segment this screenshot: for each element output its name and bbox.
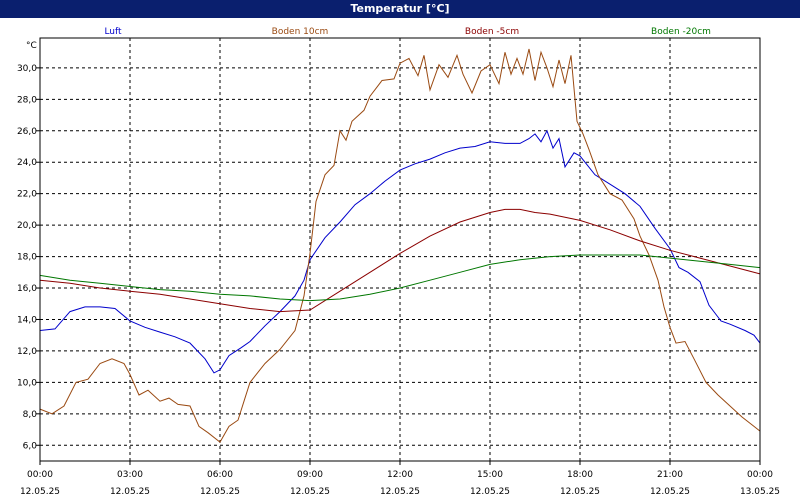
chart-legend: Luft Boden 10cm Boden -5cm Boden -20cm bbox=[104, 27, 711, 37]
y-tick-label: 12,0 bbox=[17, 347, 37, 357]
x-tick-date-label: 12.05.25 bbox=[470, 487, 510, 497]
x-tick-time-label: 09:00 bbox=[297, 470, 323, 480]
x-tick-time-label: 06:00 bbox=[207, 470, 233, 480]
x-tick-date-label: 12.05.25 bbox=[200, 487, 240, 497]
chart-series bbox=[39, 48, 761, 443]
x-tick-time-label: 18:00 bbox=[567, 470, 593, 480]
y-tick-label: 22,0 bbox=[17, 190, 37, 200]
x-tick-time-label: 21:00 bbox=[657, 470, 683, 480]
series-line-boden-20cm bbox=[39, 254, 761, 302]
y-tick-label: 20,0 bbox=[17, 221, 37, 231]
x-axis-ticks: 00:00 12.05.25 03:00 12.05.25 06:00 12.05.25 0… bbox=[20, 461, 780, 497]
series-line-boden-10cm bbox=[39, 48, 761, 443]
legend-entry: Boden 10cm bbox=[272, 27, 329, 37]
y-axis-ticks: 6,0 8,0 10,0 12,0 14,0 16,0 18,0 20,0 22,0 24,0 26… bbox=[17, 64, 40, 451]
series-line-luft bbox=[39, 129, 761, 374]
chart-grid bbox=[40, 38, 760, 461]
legend-entry: Boden -5cm bbox=[465, 27, 519, 37]
plot-border bbox=[39, 37, 761, 462]
x-tick-date-label: 13.05.25 bbox=[740, 487, 780, 497]
y-tick-label: 30,0 bbox=[17, 64, 37, 74]
x-tick-time-label: 00:00 bbox=[747, 470, 773, 480]
y-tick-label: 26,0 bbox=[17, 127, 37, 137]
x-tick-time-label: 03:00 bbox=[117, 470, 143, 480]
y-tick-label: 28,0 bbox=[17, 95, 37, 105]
temperature-chart: Luft Boden 10cm Boden -5cm Boden -20cm °C 6… bbox=[17, 27, 780, 497]
y-axis-unit-label: °C bbox=[26, 41, 37, 51]
y-tick-label: 6,0 bbox=[23, 441, 38, 451]
x-tick-time-label: 15:00 bbox=[477, 470, 503, 480]
x-tick-date-label: 12.05.25 bbox=[650, 487, 690, 497]
y-tick-label: 14,0 bbox=[17, 315, 37, 325]
y-tick-label: 24,0 bbox=[17, 158, 37, 168]
x-tick-time-label: 12:00 bbox=[387, 470, 413, 480]
series-line-boden-5cm bbox=[39, 208, 761, 313]
y-tick-label: 16,0 bbox=[17, 284, 37, 294]
x-tick-time-label: 00:00 bbox=[27, 470, 53, 480]
y-tick-label: 18,0 bbox=[17, 253, 37, 263]
y-tick-label: 10,0 bbox=[17, 378, 37, 388]
x-tick-date-label: 12.05.25 bbox=[110, 487, 150, 497]
chart-title: Temperatur [°C] bbox=[0, 0, 800, 18]
legend-entry: Boden -20cm bbox=[651, 27, 711, 37]
legend-entry: Luft bbox=[104, 27, 122, 37]
y-tick-label: 8,0 bbox=[23, 410, 38, 420]
x-tick-date-label: 12.05.25 bbox=[380, 487, 420, 497]
x-tick-date-label: 12.05.25 bbox=[290, 487, 330, 497]
x-tick-date-label: 12.05.25 bbox=[560, 487, 600, 497]
x-tick-date-label: 12.05.25 bbox=[20, 487, 60, 497]
